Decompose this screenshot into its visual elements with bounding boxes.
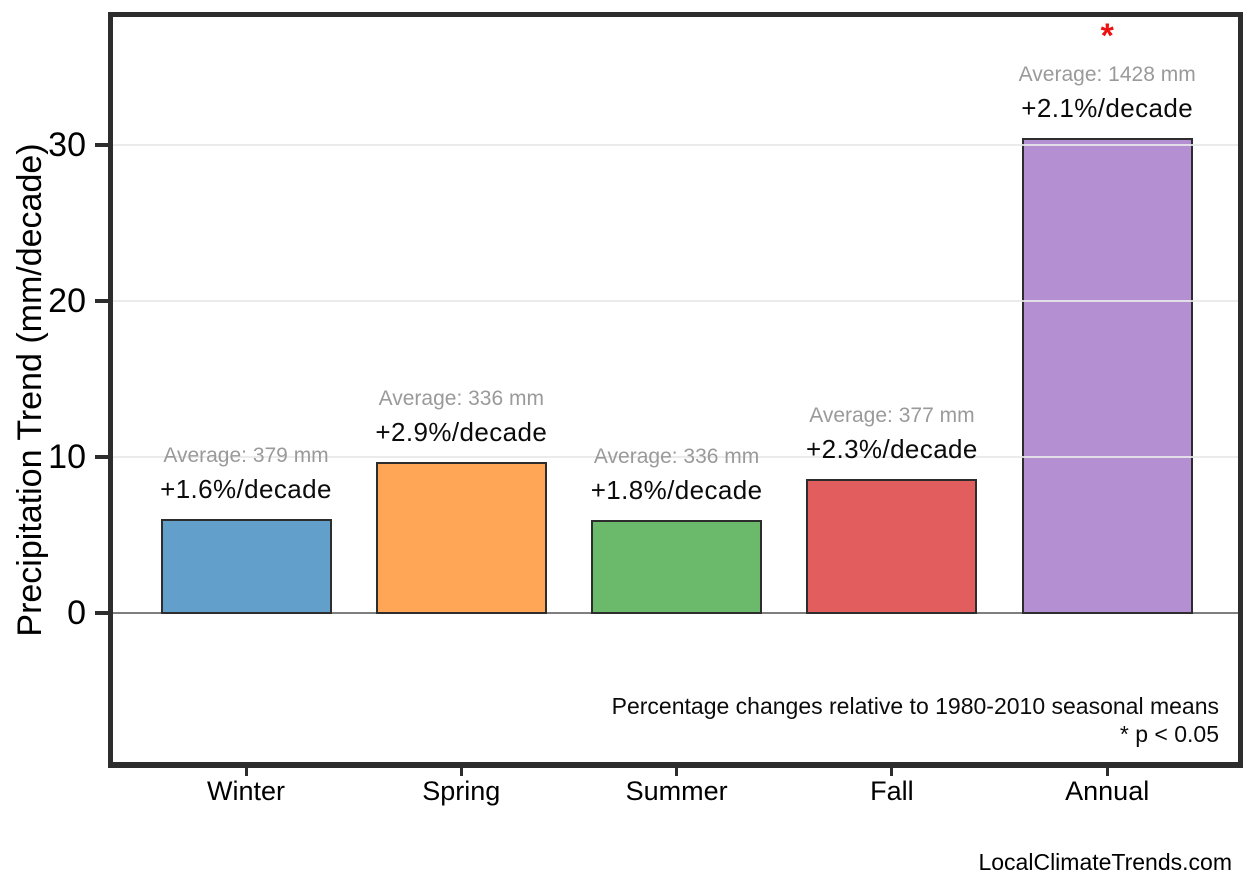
x-label-spring: Spring <box>422 776 501 806</box>
note-p-value: * p < 0.05 <box>1119 721 1219 747</box>
gridline-30 <box>113 144 1238 146</box>
chart-notes: Percentage changes relative to 1980-2010… <box>612 692 1219 748</box>
x-tick-summer <box>675 768 679 776</box>
y-tick-label-0: 0 <box>67 594 86 632</box>
average-label-winter: Average: 379 mm <box>163 444 329 468</box>
x-label-winter: Winter <box>206 776 285 806</box>
note-relative-means: Percentage changes relative to 1980-2010… <box>611 693 1219 719</box>
y-tick-0 <box>95 611 108 615</box>
watermark-text: LocalClimateTrends.com <box>978 849 1232 875</box>
gridline-20 <box>113 300 1238 302</box>
x-label-annual: Annual <box>1065 776 1150 806</box>
x-label-summer: Summer <box>625 776 728 806</box>
y-tick-label-30: 30 <box>48 126 86 164</box>
y-tick-20 <box>95 299 108 303</box>
bar-winter <box>160 519 332 614</box>
bar-summer <box>591 519 763 614</box>
annotation-summer: Average: 336 mm +1.8%/decade <box>512 443 842 506</box>
average-label-spring: Average: 336 mm <box>378 387 544 411</box>
y-tick-label-20: 20 <box>48 282 86 320</box>
annotation-fall: Average: 377 mm +2.3%/decade <box>727 402 1057 465</box>
trend-label-summer: +1.8%/decade <box>590 474 763 505</box>
average-label-annual: Average: 1428 mm <box>1018 62 1196 86</box>
x-tick-winter <box>244 768 248 776</box>
x-tick-annual <box>1105 768 1109 776</box>
trend-label-winter: +1.6%/decade <box>160 474 332 505</box>
trend-label-fall: +2.3%/decade <box>806 433 978 464</box>
trend-label-spring: +2.9%/decade <box>375 417 548 448</box>
y-tick-label-10: 10 <box>48 438 86 476</box>
gridline-10 <box>113 456 1238 458</box>
bar-annual <box>1021 137 1193 614</box>
y-tick-10 <box>95 455 108 459</box>
trend-label-annual: +2.1%/decade <box>1021 92 1194 123</box>
average-label-fall: Average: 377 mm <box>809 403 975 427</box>
average-label-summer: Average: 336 mm <box>593 444 760 468</box>
bar-fall <box>806 478 978 614</box>
annotation-annual: * Average: 1428 mm +2.1%/decade <box>942 16 1258 124</box>
y-tick-30 <box>95 143 108 147</box>
annotation-winter: Average: 379 mm +1.6%/decade <box>81 442 411 505</box>
significance-asterisk-annual: * <box>1100 16 1114 55</box>
x-tick-spring <box>459 768 463 776</box>
bar-spring <box>375 462 547 614</box>
x-label-fall: Fall <box>870 776 914 806</box>
annotation-spring: Average: 336 mm +2.9%/decade <box>296 385 626 448</box>
x-tick-fall <box>890 768 894 776</box>
